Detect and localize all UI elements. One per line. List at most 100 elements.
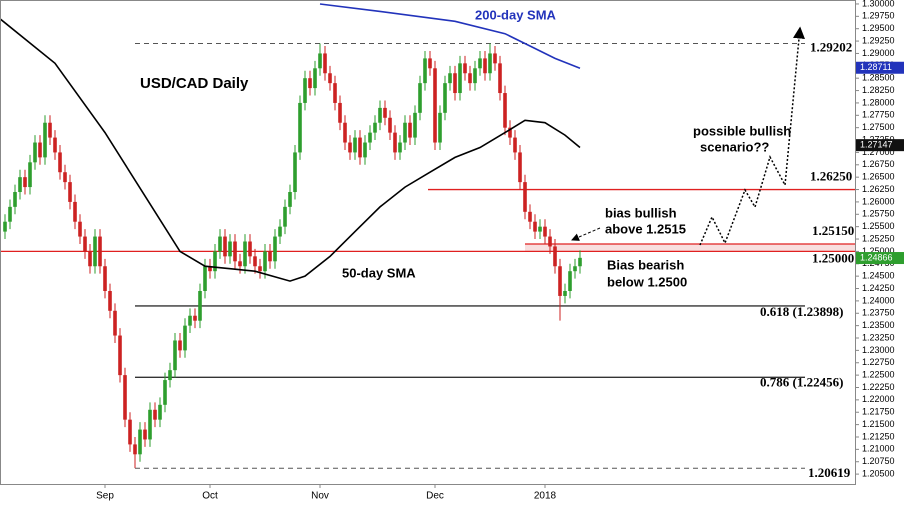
candle-body — [273, 236, 277, 262]
y-tick-label: 1.23000 — [862, 345, 895, 355]
candle-body — [433, 68, 437, 143]
candle-body — [298, 102, 302, 153]
candle-body — [323, 53, 327, 74]
candle-body — [573, 266, 577, 272]
candle-body — [463, 63, 467, 74]
candle-body — [73, 201, 77, 222]
candle-body — [28, 162, 32, 188]
candle-body — [213, 251, 217, 272]
candle-body — [188, 315, 192, 326]
annotation: above 1.2515 — [605, 221, 686, 236]
arrow — [571, 227, 601, 241]
candle-body — [393, 132, 397, 153]
candle-body — [488, 53, 492, 74]
candle-body — [133, 444, 137, 455]
candle-body — [303, 78, 307, 103]
candle-body — [33, 142, 37, 163]
x-tick-label: Nov — [311, 491, 329, 502]
candle-body — [123, 375, 127, 420]
y-tick-label: 1.29000 — [862, 48, 895, 58]
candle-body — [423, 58, 427, 84]
candle-body — [448, 73, 452, 84]
candle-body — [288, 192, 292, 207]
candle-body — [473, 68, 477, 84]
x-tick-label: Sep — [96, 491, 114, 502]
y-tick-label: 1.22000 — [862, 394, 895, 404]
y-tick-label: 1.27750 — [862, 110, 895, 120]
x-tick-label: Oct — [202, 491, 218, 502]
candle-body — [173, 340, 177, 371]
zone — [525, 243, 855, 252]
candle-body — [483, 58, 487, 74]
candle-body — [373, 122, 377, 133]
candle-body — [428, 58, 432, 69]
y-tick-label: 1.24000 — [862, 295, 895, 305]
candle-body — [113, 310, 117, 336]
candle-body — [538, 226, 542, 232]
annotation: scenario?? — [700, 139, 769, 154]
price-tag-label: 1.28711 — [860, 62, 892, 72]
candle-body — [398, 142, 402, 153]
candle-body — [63, 172, 67, 183]
candle-body — [228, 241, 232, 257]
candle-body — [8, 206, 12, 222]
y-tick-label: 1.27000 — [862, 147, 895, 157]
candle-body — [138, 429, 142, 455]
candle-body — [508, 127, 512, 138]
x-tick-label: 2018 — [534, 491, 557, 502]
y-tick-label: 1.28250 — [862, 85, 895, 95]
candle-body — [318, 53, 322, 69]
candle-body — [183, 325, 187, 351]
candle-body — [53, 137, 57, 153]
y-tick-label: 1.25750 — [862, 209, 895, 219]
candle-body — [353, 137, 357, 153]
candle-body — [498, 63, 502, 94]
y-tick-label: 1.29750 — [862, 11, 895, 21]
y-tick-label: 1.30000 — [862, 0, 895, 8]
y-tick-label: 1.22750 — [862, 357, 895, 367]
candle-body — [148, 409, 152, 440]
candle-body — [253, 256, 257, 267]
candle-body — [198, 290, 202, 321]
candle-body — [368, 132, 372, 143]
candle-body — [528, 211, 532, 222]
annotation: bias bullish — [605, 205, 677, 220]
candle-body — [478, 58, 482, 69]
candle-body — [563, 290, 567, 296]
y-tick-label: 1.28000 — [862, 97, 895, 107]
candle-body — [503, 93, 507, 128]
candle-body — [48, 122, 52, 138]
candle-body — [278, 226, 282, 237]
annotation: Bias bearish — [607, 257, 684, 272]
chart-title: USD/CAD Daily — [140, 75, 249, 92]
candle-body — [193, 315, 197, 321]
candle-body — [308, 78, 312, 89]
y-tick-label: 1.23500 — [862, 320, 895, 330]
candle-body — [223, 236, 227, 257]
candle-body — [233, 241, 237, 262]
candle-body — [93, 236, 97, 267]
y-tick-label: 1.22250 — [862, 382, 895, 392]
annotation: 50-day SMA — [342, 265, 416, 280]
candle-body — [348, 142, 352, 153]
candle-body — [208, 266, 212, 272]
y-tick-label: 1.24500 — [862, 271, 895, 281]
candle-body — [383, 107, 387, 118]
price-tag-label: 1.27147 — [860, 140, 893, 150]
y-tick-label: 1.27500 — [862, 122, 895, 132]
candle-body — [548, 236, 552, 247]
candle-body — [98, 236, 102, 267]
candle-body — [333, 83, 337, 103]
y-tick-label: 1.21000 — [862, 444, 895, 454]
annotation: 200-day SMA — [475, 7, 557, 22]
candle-body — [553, 246, 557, 267]
level-label: 1.26250 — [810, 169, 852, 184]
candle-body — [143, 429, 147, 440]
candle-body — [418, 83, 422, 113]
candle-body — [468, 73, 472, 84]
candle-body — [203, 266, 207, 291]
candle-body — [358, 137, 362, 158]
plot-frame — [0, 0, 856, 485]
